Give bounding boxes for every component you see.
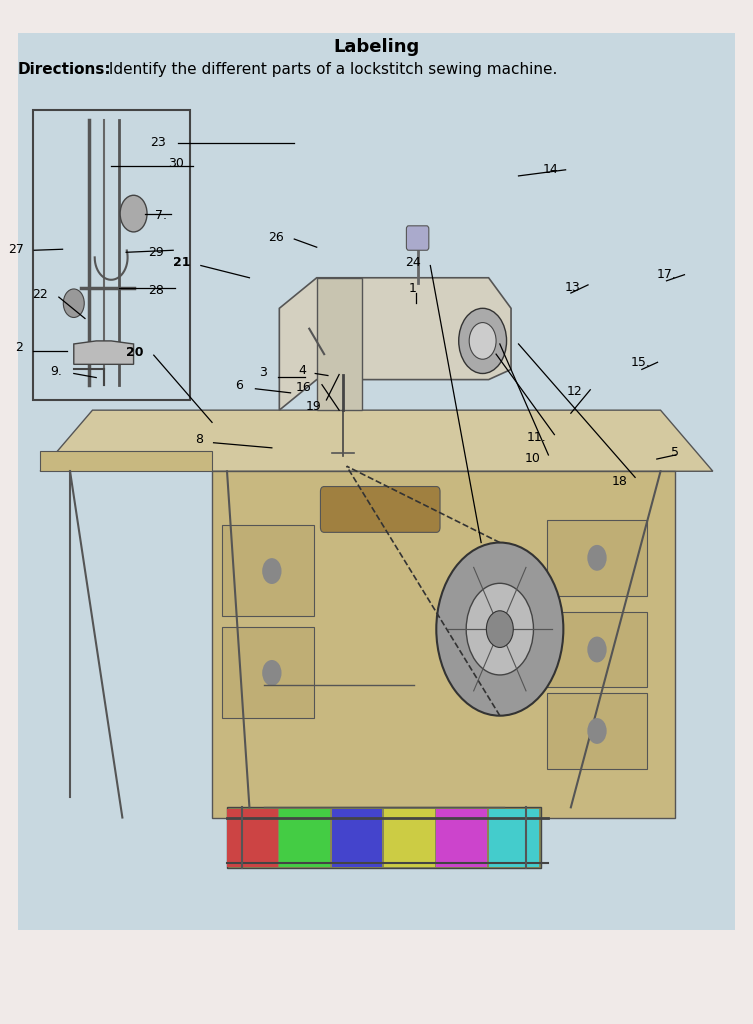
Text: 15.: 15.	[630, 355, 650, 369]
Text: 20: 20	[126, 346, 143, 358]
Polygon shape	[40, 451, 212, 471]
FancyBboxPatch shape	[32, 110, 190, 400]
Text: 5: 5	[671, 446, 679, 460]
Text: 23: 23	[150, 136, 166, 148]
Text: Identify the different parts of a lockstitch sewing machine.: Identify the different parts of a lockst…	[104, 61, 557, 77]
Text: 14: 14	[542, 163, 558, 176]
Text: 12: 12	[567, 385, 583, 398]
Text: 8: 8	[195, 433, 203, 446]
Text: 9.: 9.	[50, 365, 62, 378]
Polygon shape	[40, 411, 713, 471]
Polygon shape	[279, 278, 511, 411]
Text: 4: 4	[298, 364, 306, 377]
Circle shape	[588, 637, 606, 662]
Text: 19: 19	[306, 399, 322, 413]
FancyBboxPatch shape	[222, 525, 315, 615]
Polygon shape	[212, 471, 675, 817]
Circle shape	[263, 660, 281, 685]
Polygon shape	[436, 809, 487, 867]
Polygon shape	[279, 809, 330, 867]
Text: 11.: 11.	[527, 431, 547, 444]
Text: 1: 1	[408, 283, 416, 296]
Text: 30: 30	[169, 158, 184, 170]
Circle shape	[466, 584, 533, 675]
Circle shape	[588, 719, 606, 743]
Circle shape	[588, 546, 606, 570]
FancyBboxPatch shape	[407, 226, 428, 250]
Polygon shape	[331, 809, 383, 867]
Text: 13: 13	[565, 282, 581, 295]
Text: 2: 2	[15, 341, 23, 353]
FancyBboxPatch shape	[222, 627, 315, 718]
Polygon shape	[74, 341, 133, 365]
Text: 17.: 17.	[657, 268, 677, 282]
FancyBboxPatch shape	[547, 611, 647, 687]
Text: 27: 27	[8, 243, 23, 256]
Text: 18: 18	[611, 475, 628, 488]
Text: 10: 10	[525, 452, 541, 465]
Text: 28: 28	[148, 285, 164, 298]
Circle shape	[120, 196, 147, 231]
Polygon shape	[384, 809, 434, 867]
Text: Directions:: Directions:	[18, 61, 111, 77]
FancyBboxPatch shape	[321, 486, 440, 532]
Text: 16: 16	[296, 381, 312, 394]
Text: 26: 26	[268, 230, 284, 244]
Polygon shape	[227, 807, 541, 868]
Circle shape	[63, 289, 84, 317]
Circle shape	[459, 308, 507, 374]
Text: 29: 29	[148, 246, 164, 259]
Text: 7.: 7.	[155, 209, 167, 222]
FancyBboxPatch shape	[18, 34, 735, 930]
Circle shape	[263, 559, 281, 584]
Circle shape	[486, 610, 514, 647]
Text: 3: 3	[260, 366, 267, 379]
Text: 6: 6	[236, 379, 243, 392]
Text: 24: 24	[406, 256, 422, 269]
Polygon shape	[227, 809, 278, 867]
Circle shape	[469, 323, 496, 359]
Polygon shape	[317, 278, 361, 411]
FancyBboxPatch shape	[547, 693, 647, 769]
Text: Labeling: Labeling	[334, 39, 419, 56]
Polygon shape	[489, 809, 539, 867]
Text: 21: 21	[173, 256, 191, 269]
FancyBboxPatch shape	[547, 520, 647, 596]
Circle shape	[436, 543, 563, 716]
Text: 22: 22	[32, 288, 47, 301]
